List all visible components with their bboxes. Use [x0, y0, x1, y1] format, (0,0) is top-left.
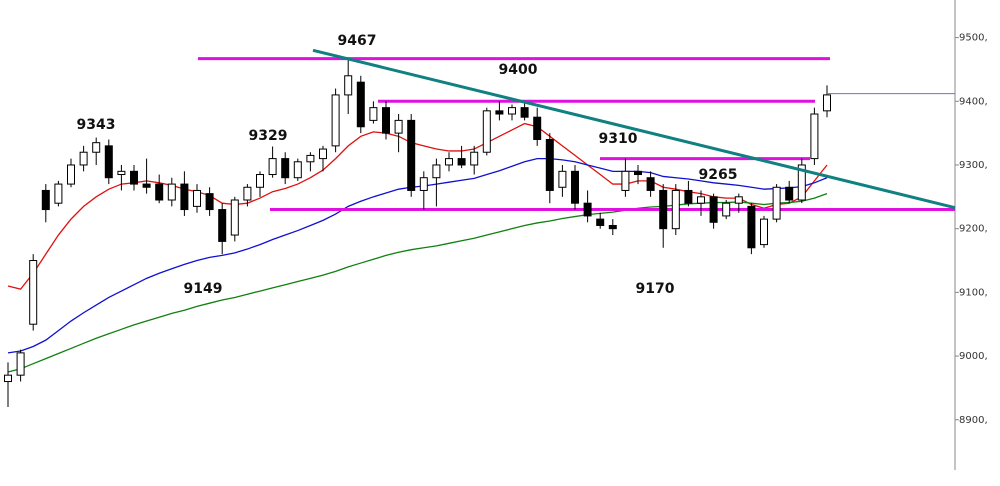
candle-body	[167, 183, 176, 201]
candle-body	[104, 145, 113, 179]
candle-body	[659, 189, 668, 230]
candle-body	[256, 174, 264, 188]
candle-body	[41, 189, 50, 211]
candle-body	[520, 107, 529, 118]
candle-body	[545, 138, 554, 191]
candle-body	[470, 151, 479, 166]
candle-body	[571, 170, 579, 204]
y-tick-label: 9000,	[959, 351, 988, 362]
candle-body	[4, 374, 12, 383]
candle-body	[747, 205, 756, 249]
candle-body	[671, 189, 680, 230]
candle-body	[79, 151, 88, 166]
annotation: 9265	[699, 167, 738, 183]
candle-body	[67, 164, 75, 185]
candle-body	[218, 209, 227, 242]
candle-body	[193, 189, 201, 207]
trendline	[312, 48, 956, 210]
candle-body	[482, 110, 491, 153]
candle-body	[117, 170, 126, 176]
annotation: 9343	[77, 117, 116, 133]
candle-body	[508, 107, 516, 115]
moving-average	[7, 157, 828, 354]
candle-body	[495, 110, 504, 115]
candle-body	[230, 199, 239, 236]
moving-average	[7, 122, 828, 290]
candle-body	[797, 164, 806, 201]
candle-body	[810, 113, 819, 160]
candle-body	[596, 218, 605, 226]
candle-body	[331, 94, 340, 147]
candle-body	[180, 183, 189, 211]
annotation: 9329	[249, 128, 288, 144]
candle-body	[16, 352, 25, 376]
candle-body	[722, 202, 731, 217]
candle-body	[583, 202, 592, 217]
candle-body	[130, 170, 138, 185]
candle-body	[369, 107, 378, 121]
candle-body	[457, 158, 466, 166]
annotation: 9170	[636, 281, 675, 297]
candle-body	[319, 148, 327, 160]
candle-body	[205, 193, 214, 211]
candle-body	[344, 75, 353, 96]
candle-body	[243, 186, 252, 201]
candle-body	[356, 81, 365, 128]
candle-body	[709, 196, 718, 223]
candle-body	[823, 94, 831, 112]
candle-body	[407, 119, 416, 191]
candle-body	[281, 158, 290, 179]
candle-body	[29, 260, 38, 325]
candle-body	[293, 161, 302, 179]
annotation: 9467	[338, 33, 377, 49]
candle-body	[646, 177, 655, 191]
candle-body	[533, 116, 542, 140]
candle-body	[419, 177, 428, 191]
candle-body	[54, 183, 63, 204]
candle-body	[760, 218, 768, 246]
candle-body	[734, 196, 743, 204]
candle-body	[772, 186, 781, 220]
candle-body	[306, 154, 315, 163]
moving-average	[7, 193, 828, 373]
candle-body	[634, 170, 642, 176]
annotation: 9310	[599, 131, 638, 147]
candle-body	[608, 224, 617, 230]
candle-body	[155, 183, 164, 201]
candle-body	[142, 183, 151, 188]
annotation: 9149	[184, 281, 223, 297]
candle-body	[684, 189, 693, 204]
candle-body	[558, 170, 567, 188]
annotation: 9400	[499, 62, 538, 78]
y-tick-label: 9100,	[959, 287, 988, 298]
y-tick-label: 8900,	[959, 415, 988, 426]
y-tick-label: 9500,	[959, 33, 988, 44]
candle-body	[394, 119, 403, 134]
candle-body	[432, 164, 441, 179]
candle-body	[785, 186, 794, 201]
y-tick-label: 9400,	[959, 96, 988, 107]
candle-body	[697, 196, 705, 204]
candle-body	[92, 142, 101, 153]
candle-body	[382, 107, 390, 134]
candle-body	[445, 158, 453, 166]
y-tick-label: 9300,	[959, 160, 988, 171]
candle-body	[621, 170, 630, 191]
y-tick-label: 9200,	[959, 224, 988, 235]
candle-body	[268, 158, 277, 176]
